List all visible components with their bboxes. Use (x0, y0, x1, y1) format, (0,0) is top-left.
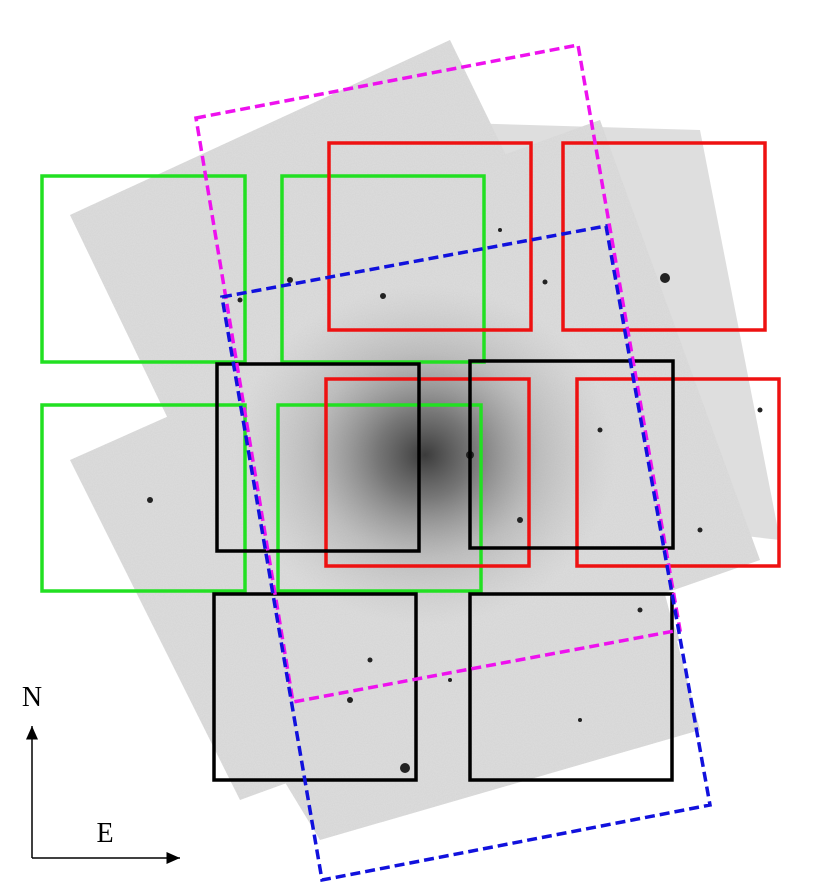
east-label: E (96, 818, 113, 849)
figure: N E (0, 0, 833, 884)
body: N E (() => { const data = JSON.parse(doc… (0, 0, 833, 884)
galaxy (235, 285, 615, 625)
compass: N E (22, 682, 180, 858)
north-label: N (22, 682, 42, 713)
page: {"compass": {"north": "N", "east": "E"}}… (0, 0, 833, 884)
